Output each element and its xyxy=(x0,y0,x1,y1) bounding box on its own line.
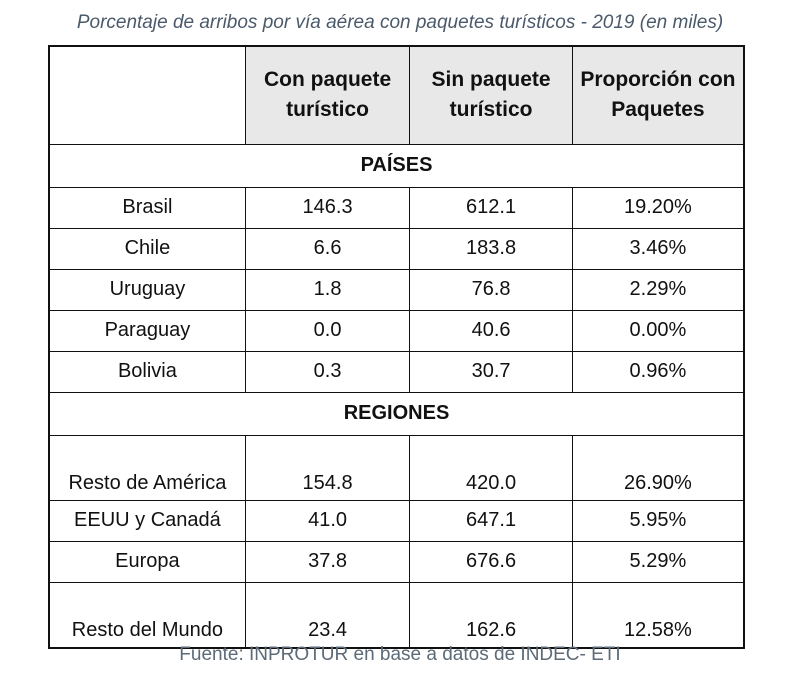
section-label: PAÍSES xyxy=(48,143,745,188)
table-row: Resto de América 154.8 420.0 26.90% xyxy=(48,434,745,501)
table-row: Resto del Mundo 23.4 162.6 12.58% xyxy=(48,581,745,648)
table-title: Porcentaje de arribos por vía aérea con … xyxy=(76,12,724,33)
section-row: PAÍSES xyxy=(48,143,745,188)
row-name: Brasil xyxy=(48,186,246,229)
header-row: Con paquete turístico Sin paquete turíst… xyxy=(48,45,745,145)
cell-sin-paquete: 647.1 xyxy=(409,499,573,542)
header-con-paquete: Con paquete turístico xyxy=(244,45,411,145)
row-name: Uruguay xyxy=(48,268,246,311)
cell-sin-paquete: 76.8 xyxy=(409,268,573,311)
cell-sin-paquete: 30.7 xyxy=(409,350,573,393)
table-row: Europa 37.8 676.6 5.29% xyxy=(48,540,745,583)
row-name: Chile xyxy=(48,227,246,270)
cell-proporcion: 19.20% xyxy=(571,186,745,229)
cell-con-paquete: 0.3 xyxy=(244,350,411,393)
cell-proporcion: 0.00% xyxy=(571,309,745,352)
cell-sin-paquete: 183.8 xyxy=(409,227,573,270)
cell-con-paquete: 154.8 xyxy=(244,434,411,501)
cell-proporcion: 5.29% xyxy=(571,540,745,583)
cell-con-paquete: 146.3 xyxy=(244,186,411,229)
row-name: Resto del Mundo xyxy=(48,581,246,648)
cell-con-paquete: 41.0 xyxy=(244,499,411,542)
row-name: Paraguay xyxy=(48,309,246,352)
source-note: Fuente: INPROTUR en base a datos de INDE… xyxy=(179,644,621,665)
table-row: Chile 6.6 183.8 3.46% xyxy=(48,227,745,270)
cell-con-paquete: 37.8 xyxy=(244,540,411,583)
arrivals-table: Con paquete turístico Sin paquete turíst… xyxy=(48,45,745,649)
cell-con-paquete: 0.0 xyxy=(244,309,411,352)
cell-proporcion: 5.95% xyxy=(571,499,745,542)
header-blank xyxy=(48,45,246,145)
table-row: Bolivia 0.3 30.7 0.96% xyxy=(48,350,745,393)
header-sin-paquete: Sin paquete turístico xyxy=(409,45,573,145)
row-name: EEUU y Canadá xyxy=(48,499,246,542)
cell-sin-paquete: 162.6 xyxy=(409,581,573,648)
row-name: Resto de América xyxy=(48,434,246,501)
cell-con-paquete: 6.6 xyxy=(244,227,411,270)
row-name: Europa xyxy=(48,540,246,583)
table-row: Paraguay 0.0 40.6 0.00% xyxy=(48,309,745,352)
cell-sin-paquete: 676.6 xyxy=(409,540,573,583)
cell-proporcion: 3.46% xyxy=(571,227,745,270)
cell-proporcion: 0.96% xyxy=(571,350,745,393)
table-row: EEUU y Canadá 41.0 647.1 5.95% xyxy=(48,499,745,542)
cell-sin-paquete: 420.0 xyxy=(409,434,573,501)
cell-con-paquete: 1.8 xyxy=(244,268,411,311)
cell-sin-paquete: 40.6 xyxy=(409,309,573,352)
cell-proporcion: 12.58% xyxy=(571,581,745,648)
cell-con-paquete: 23.4 xyxy=(244,581,411,648)
section-label: REGIONES xyxy=(48,391,745,436)
row-name: Bolivia xyxy=(48,350,246,393)
table-row: Uruguay 1.8 76.8 2.29% xyxy=(48,268,745,311)
cell-sin-paquete: 612.1 xyxy=(409,186,573,229)
cell-proporcion: 26.90% xyxy=(571,434,745,501)
header-proporcion: Proporción con Paquetes xyxy=(571,45,745,145)
section-row: REGIONES xyxy=(48,391,745,436)
cell-proporcion: 2.29% xyxy=(571,268,745,311)
table-row: Brasil 146.3 612.1 19.20% xyxy=(48,186,745,229)
